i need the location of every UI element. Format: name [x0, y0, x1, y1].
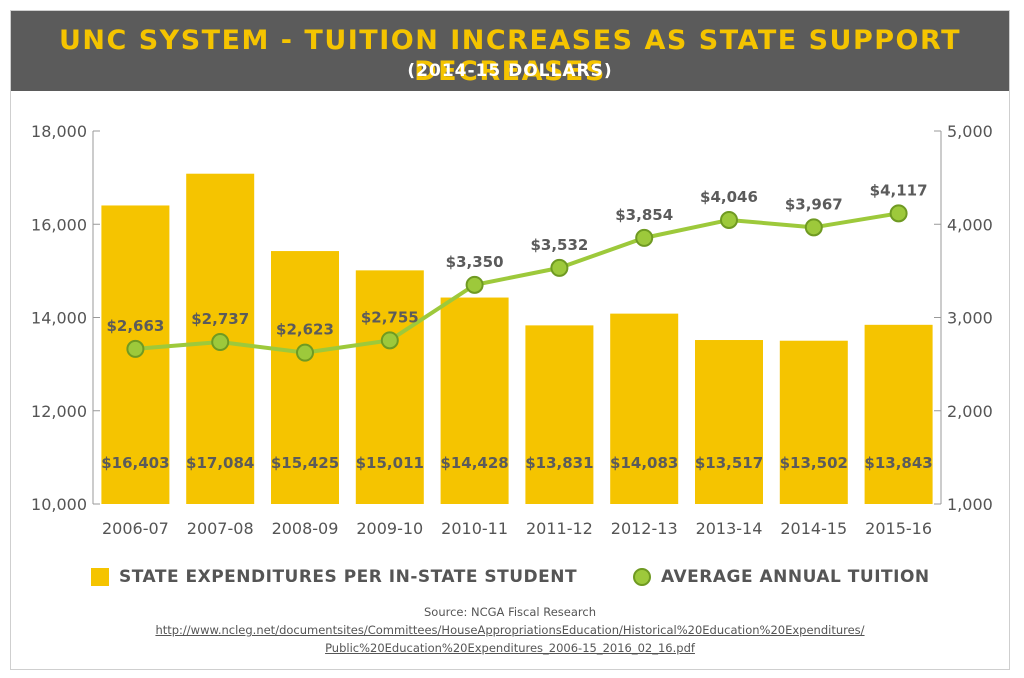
bar-value-label: $14,083: [610, 454, 678, 472]
tuition-value-label: $2,755: [361, 308, 419, 326]
x-tick-label: 2012-13: [611, 519, 678, 538]
tuition-point-2014-15: [804, 218, 823, 237]
legend-label-tuition: AVERAGE ANNUAL TUITION: [661, 567, 930, 587]
bar-2011-12: [525, 325, 594, 504]
bar-2015-16: [864, 324, 933, 504]
bar-series: [101, 173, 933, 504]
legend-line-marker: [633, 568, 651, 586]
right-axis-tick-label: 3,000: [947, 309, 993, 328]
tuition-points: [126, 204, 908, 362]
tuition-value-label: $3,967: [785, 195, 843, 213]
bar-2009-10: [355, 270, 424, 504]
left-axis-tick-label: 18,000: [31, 122, 87, 141]
tuition-point-2007-08: [211, 333, 230, 352]
axes: 10,000 12,000 14,000 16,000 18,000 1,000 2,000…: [31, 122, 993, 514]
chart-header: UNC SYSTEM - TUITION INCREASES AS STATE …: [11, 11, 1009, 91]
tuition-value-label: $3,854: [615, 206, 673, 224]
legend-item-tuition: AVERAGE ANNUAL TUITION: [633, 567, 930, 587]
tuition-point-2010-11: [465, 275, 484, 294]
x-tick-label: 2014-15: [780, 519, 847, 538]
tuition-point-2006-07: [126, 339, 145, 358]
x-tick-label: 2009-10: [356, 519, 423, 538]
combo-chart: 10,000 12,000 14,000 16,000 18,000 1,000 2,000…: [31, 122, 993, 538]
tuition-line: [135, 211, 899, 355]
source-block: Source: NCGA Fiscal Research http://www.…: [11, 603, 1009, 657]
bar-value-label: $15,011: [356, 454, 424, 472]
source-link-line1[interactable]: http://www.ncleg.net/documentsites/Commi…: [155, 623, 865, 637]
bar-value-label: $14,428: [440, 454, 508, 472]
bar-value-label: $16,403: [101, 454, 169, 472]
left-axis-tick-label: 10,000: [31, 495, 87, 514]
bar-value-label: $13,831: [525, 454, 593, 472]
left-axis-tick-label: 16,000: [31, 215, 87, 234]
chart-title: UNC SYSTEM - TUITION INCREASES AS STATE …: [58, 25, 961, 87]
source-link-line2[interactable]: Public%20Education%20Expenditures_2006-1…: [325, 641, 695, 655]
tuition-value-label: $3,350: [446, 253, 504, 271]
chart-subtitle: (2014-15 DOLLARS): [407, 61, 613, 81]
tuition-point-2015-16: [889, 204, 908, 223]
source-text: Source: NCGA Fiscal Research: [423, 605, 597, 619]
x-tick-labels: 2006-07 2007-08 2008-09 2009-10 2010-11 2011-…: [102, 519, 932, 538]
bar-value-label: $15,425: [271, 454, 339, 472]
legend: STATE EXPENDITURES PER IN-STATE STUDENT …: [91, 567, 991, 597]
tuition-value-label: $2,663: [106, 317, 164, 335]
bar-2014-15: [779, 340, 848, 504]
tuition-point-2011-12: [550, 258, 569, 277]
bar-value-label: $13,517: [695, 454, 763, 472]
tuition-point-2012-13: [635, 228, 654, 247]
tuition-point-2008-09: [296, 343, 314, 362]
bar-2008-09: [271, 251, 339, 504]
legend-label-expenditures: STATE EXPENDITURES PER IN-STATE STUDENT: [119, 567, 578, 587]
x-tick-label: 2015-16: [865, 519, 932, 538]
tuition-point-2013-14: [720, 210, 738, 229]
right-axis-tick-label: 1,000: [947, 495, 993, 514]
legend-item-expenditures: STATE EXPENDITURES PER IN-STATE STUDENT: [91, 567, 577, 587]
x-tick-label: 2011-12: [526, 519, 593, 538]
tuition-value-label: $2,737: [191, 310, 249, 328]
right-axis-tick-label: 4,000: [947, 215, 993, 234]
tuition-value-label: $2,623: [276, 321, 334, 339]
right-axis-tick-label: 2,000: [947, 402, 993, 421]
bar-value-label: $17,084: [186, 454, 254, 472]
tuition-value-labels: $2,663 $2,737 $2,623 $2,755 $3,350 $3,532 $3,8…: [106, 181, 927, 338]
tuition-value-label: $4,046: [700, 188, 758, 206]
tuition-value-label: $3,532: [530, 236, 588, 254]
x-tick-label: 2010-11: [441, 519, 508, 538]
bar-value-labels: $16,403 $17,084 $15,425 $15,011 $14,428 $13,8…: [101, 454, 933, 472]
x-tick-label: 2008-09: [272, 519, 339, 538]
x-tick-label: 2007-08: [187, 519, 254, 538]
tuition-value-label: $4,117: [870, 181, 928, 199]
bar-value-label: $13,502: [780, 454, 848, 472]
x-tick-label: 2006-07: [102, 519, 169, 538]
left-axis-tick-label: 14,000: [31, 309, 87, 328]
left-axis-tick-label: 12,000: [31, 402, 87, 421]
bar-value-label: $13,843: [864, 454, 932, 472]
bar-2013-14: [695, 340, 763, 504]
chart-frame: UNC SYSTEM - TUITION INCREASES AS STATE …: [10, 10, 1010, 670]
bar-2010-11: [440, 297, 509, 504]
tuition-point-2009-10: [380, 331, 399, 350]
right-axis-tick-label: 5,000: [947, 122, 993, 141]
legend-bar-swatch: [91, 568, 109, 586]
x-tick-label: 2013-14: [696, 519, 763, 538]
bar-2012-13: [610, 313, 679, 504]
